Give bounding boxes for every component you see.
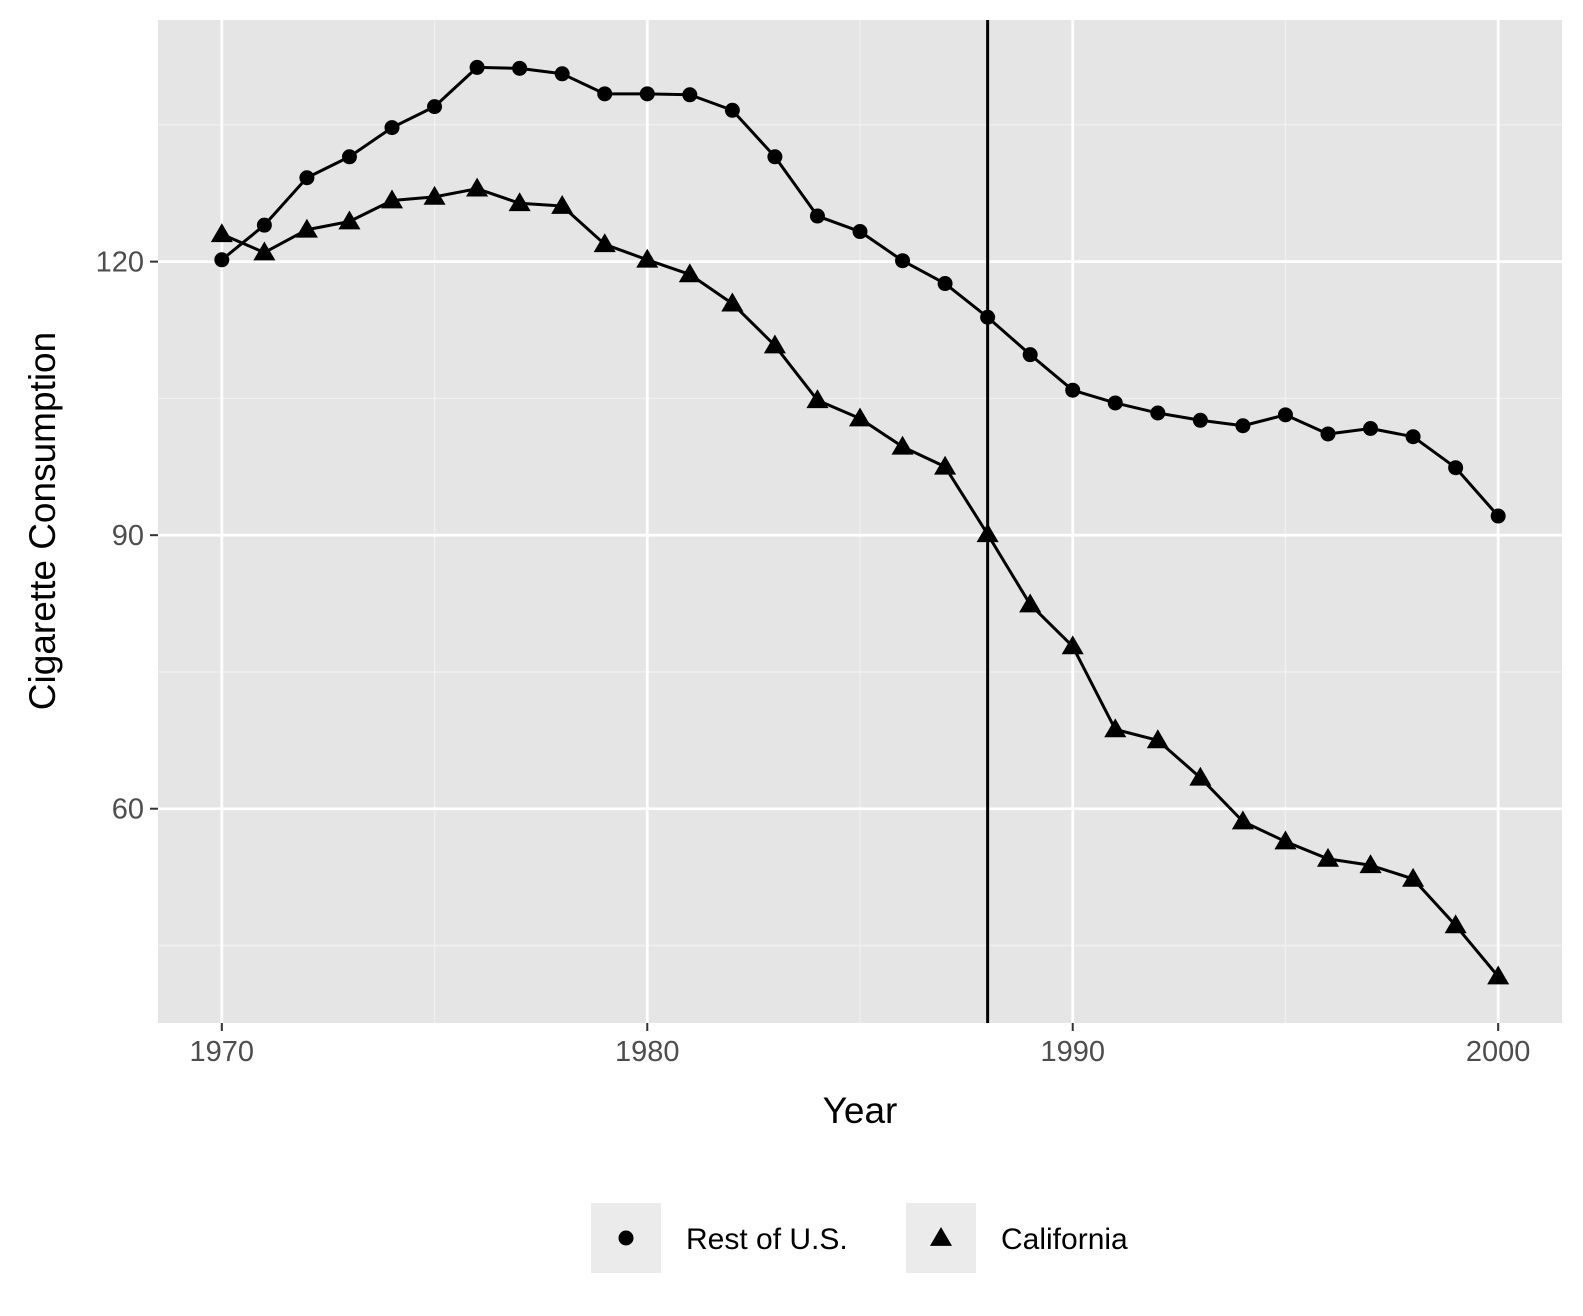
- data-point-california: [1274, 830, 1297, 850]
- data-point-rest-of-us: [427, 99, 443, 115]
- data-point-rest-of-us: [597, 86, 613, 102]
- data-point-rest-of-us: [852, 224, 868, 240]
- legend-label-rest-of-us: Rest of U.S.: [686, 1223, 848, 1256]
- data-point-california: [678, 263, 701, 283]
- data-point-california: [721, 292, 744, 312]
- legend-label-california: California: [1001, 1223, 1128, 1256]
- data-point-rest-of-us: [1448, 460, 1464, 476]
- data-point-california: [1487, 965, 1510, 985]
- x-tick-label: 1980: [615, 1036, 680, 1068]
- data-point-california: [593, 233, 616, 253]
- data-point-california: [763, 334, 786, 354]
- data-point-rest-of-us: [1405, 429, 1421, 445]
- data-point-rest-of-us: [512, 60, 528, 76]
- data-point-rest-of-us: [1320, 426, 1336, 442]
- data-point-california: [1104, 718, 1127, 738]
- data-point-rest-of-us: [639, 86, 655, 102]
- x-tick-label: 1990: [1040, 1036, 1105, 1068]
- y-tick-label: 60: [112, 794, 144, 826]
- y-tick-label: 90: [112, 520, 144, 552]
- data-point-california: [1019, 593, 1042, 613]
- data-point-california: [380, 189, 404, 209]
- legend-marker-california: [929, 1226, 953, 1246]
- data-point-rest-of-us: [1065, 382, 1081, 398]
- legend-item-california: California: [906, 1203, 1128, 1273]
- data-point-california: [848, 407, 872, 427]
- data-point-rest-of-us: [341, 149, 357, 165]
- data-point-california: [338, 210, 361, 230]
- legend-item-rest-of-us: Rest of U.S.: [591, 1203, 848, 1273]
- data-point-rest-of-us: [1192, 412, 1208, 428]
- data-point-rest-of-us: [937, 276, 953, 292]
- series-rest-of-us: [214, 59, 1506, 524]
- data-point-california: [1146, 729, 1169, 749]
- data-point-rest-of-us: [256, 217, 272, 233]
- data-point-rest-of-us: [469, 59, 485, 75]
- data-point-california: [1402, 867, 1425, 887]
- data-point-rest-of-us: [1490, 508, 1506, 524]
- data-point-rest-of-us: [767, 149, 783, 165]
- data-point-rest-of-us: [1022, 347, 1038, 363]
- data-point-california: [1359, 854, 1382, 874]
- data-point-california: [934, 455, 957, 475]
- data-point-rest-of-us: [384, 120, 400, 136]
- data-point-rest-of-us: [724, 102, 740, 118]
- data-point-california: [551, 194, 574, 214]
- data-point-rest-of-us: [299, 170, 315, 186]
- data-point-rest-of-us: [1235, 418, 1251, 434]
- data-point-california: [1316, 847, 1340, 867]
- y-axis-title: Cigarette Consumption: [22, 332, 63, 710]
- data-point-california: [210, 223, 233, 243]
- data-point-california: [466, 177, 489, 197]
- y-axis-ticks: 60 90 120: [96, 247, 158, 826]
- data-point-california: [508, 192, 531, 212]
- series-layer: [210, 59, 1510, 985]
- data-point-rest-of-us: [682, 87, 698, 103]
- legend-marker-rest-of-us: [618, 1230, 634, 1246]
- data-point-california: [253, 241, 276, 261]
- data-point-california: [806, 389, 829, 409]
- legend: Rest of U.S. California: [591, 1203, 1128, 1273]
- data-point-california: [295, 218, 318, 238]
- data-point-rest-of-us: [1107, 395, 1123, 411]
- data-point-rest-of-us: [1363, 420, 1379, 436]
- series-california: [210, 177, 1510, 985]
- data-point-rest-of-us: [214, 252, 230, 268]
- data-point-california: [1444, 914, 1467, 934]
- x-axis-title: Year: [823, 1090, 898, 1131]
- x-tick-label: 1970: [190, 1036, 255, 1068]
- data-point-california: [1061, 635, 1084, 655]
- data-point-california: [636, 248, 659, 268]
- x-axis-ticks: 1970 1980 1990 2000: [190, 1023, 1531, 1068]
- data-point-california: [1189, 766, 1212, 786]
- data-point-california: [1231, 810, 1254, 830]
- y-tick-label: 120: [96, 247, 144, 279]
- data-point-rest-of-us: [1150, 405, 1166, 421]
- data-point-california: [423, 185, 446, 205]
- data-point-california: [891, 435, 914, 455]
- data-point-rest-of-us: [554, 66, 570, 82]
- data-point-rest-of-us: [895, 253, 911, 269]
- data-point-rest-of-us: [1277, 407, 1293, 423]
- data-point-rest-of-us: [809, 208, 825, 224]
- x-tick-label: 2000: [1466, 1036, 1531, 1068]
